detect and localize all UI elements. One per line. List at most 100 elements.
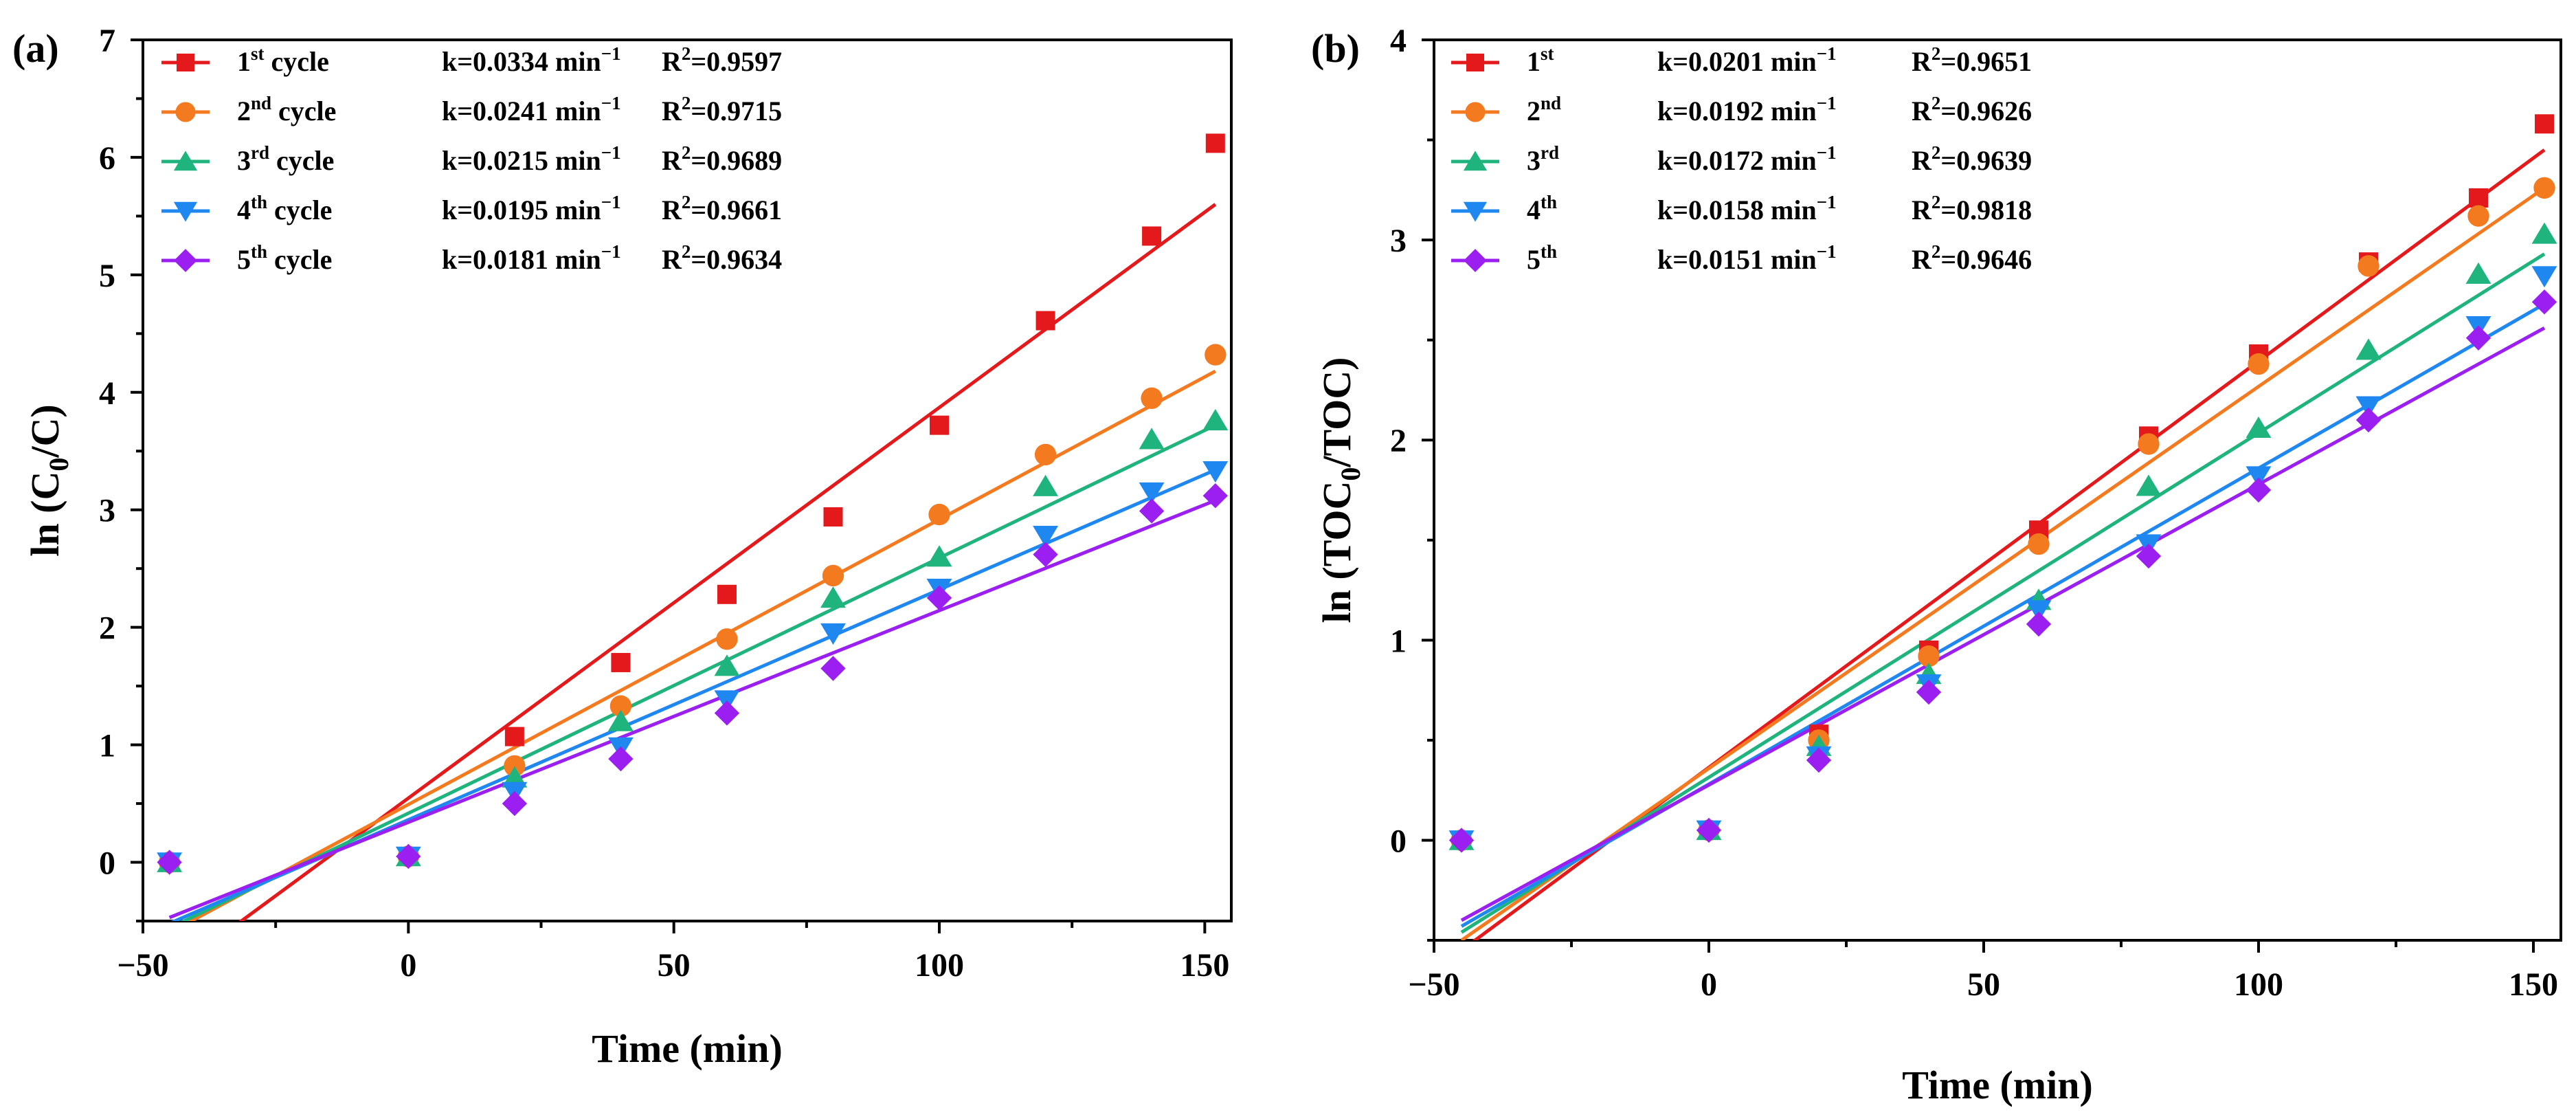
- legend-series-number: 5: [1527, 244, 1541, 275]
- legend-r2-symbol: R: [662, 195, 682, 225]
- legend-r2-symbol: R: [662, 244, 682, 275]
- legend-r-squared: R2=0.9689: [662, 142, 782, 176]
- legend-series-number: 1: [237, 46, 251, 77]
- legend-r2-value: =0.9715: [691, 96, 782, 126]
- legend-r2-symbol: R: [662, 46, 682, 77]
- legend-r2-symbol: R: [1912, 244, 1932, 275]
- legend-entry: 5th k=0.0151 min−1 R2=0.9646: [1451, 241, 2032, 275]
- fit-line-5: [168, 498, 1216, 920]
- legend-entry: 2nd k=0.0192 min−1 R2=0.9626: [1451, 93, 2032, 126]
- legend-r2-exponent: 2: [682, 43, 691, 64]
- legend-series-ordinal: th: [251, 241, 267, 262]
- legend-series-ordinal: st: [1541, 43, 1554, 64]
- legend-k-unit-exponent: −1: [1817, 241, 1837, 262]
- legend-r2-symbol: R: [1912, 46, 1932, 77]
- data-point-5: [2026, 611, 2052, 637]
- data-point-1: [1142, 226, 1162, 246]
- legend-series-name: 1st cycle: [237, 43, 329, 77]
- legend-series-name: 4th cycle: [237, 192, 332, 225]
- legend-rate-constant: k=0.0151 min−1: [1657, 241, 1837, 275]
- y-tick-label: 3: [99, 493, 115, 529]
- legend-series-number: 2: [237, 96, 251, 126]
- data-point-5: [1448, 828, 1475, 853]
- y-axis-title-subscript: 0: [1335, 467, 1366, 481]
- data-point-5: [608, 746, 634, 772]
- legend-series-number: 4: [1527, 195, 1541, 225]
- legend-r2-value: =0.9639: [1940, 145, 2032, 176]
- data-point-5: [1916, 679, 1942, 705]
- legend-r2-exponent: 2: [1931, 43, 1941, 64]
- legend-k-value: k=0.0241 min: [442, 96, 601, 126]
- data-point-5: [1202, 483, 1229, 509]
- data-point-2: [2357, 255, 2379, 277]
- y-tick-label: 1: [1390, 623, 1407, 659]
- x-tick-label: 100: [915, 947, 964, 984]
- legend-series-ordinal: rd: [251, 142, 269, 163]
- legend-rate-constant: k=0.0201 min−1: [1657, 43, 1837, 77]
- legend-k-value: k=0.0201 min: [1657, 46, 1817, 77]
- y-tick-label: 0: [99, 845, 115, 882]
- legend-entry: 4th cycle k=0.0195 min−1 R2=0.9661: [161, 192, 782, 225]
- data-point-4: [2355, 396, 2382, 418]
- fit-line-3: [1460, 252, 2546, 934]
- data-point-1: [504, 727, 524, 746]
- legend-marker: [177, 54, 194, 71]
- legend-r-squared: R2=0.9646: [1912, 241, 2032, 275]
- x-axis-title: Time (min): [592, 1026, 783, 1071]
- x-axis-title: Time (min): [1902, 1063, 2093, 1107]
- legend-k-unit-exponent: −1: [601, 241, 621, 262]
- data-point-2: [822, 564, 844, 587]
- y-axis-title: ln (TOC0/TOC): [1314, 357, 1366, 623]
- legend-r2-exponent: 2: [1931, 192, 1941, 212]
- y-tick-label: 4: [99, 375, 115, 412]
- data-point-4: [2245, 466, 2272, 488]
- legend-marker: [173, 151, 198, 171]
- data-point-2: [716, 628, 738, 650]
- x-tick-label: 50: [658, 947, 691, 984]
- legend-k-value: k=0.0158 min: [1657, 195, 1817, 225]
- legend-r2-symbol: R: [662, 96, 682, 126]
- plot-frame: [142, 38, 1233, 922]
- data-point-4: [2531, 266, 2557, 288]
- data-point-5: [1696, 817, 1722, 843]
- legend-r-squared: R2=0.9639: [1912, 142, 2032, 176]
- legend-r2-symbol: R: [1912, 145, 1932, 176]
- legend-series-name: 3rd cycle: [237, 142, 334, 176]
- data-point-5: [1033, 542, 1058, 567]
- data-point-1: [2469, 188, 2488, 208]
- legend-r2-exponent: 2: [682, 142, 691, 163]
- data-point-2: [2248, 353, 2270, 375]
- x-tick-label: 50: [1967, 966, 2000, 1003]
- legend-series-ordinal: th: [1541, 192, 1557, 212]
- y-tick-label: 4: [1390, 23, 1407, 59]
- legend-r2-value: =0.9651: [1940, 46, 2032, 77]
- legend-rate-constant: k=0.0158 min−1: [1657, 192, 1837, 225]
- legend-series-name: 3rd: [1527, 142, 1559, 176]
- data-point-5: [714, 700, 740, 726]
- data-point-5: [1806, 747, 1832, 773]
- legend-r-squared: R2=0.9597: [662, 43, 782, 77]
- legend-series-suffix: cycle: [271, 96, 336, 126]
- panel-label: (a): [12, 26, 59, 71]
- legend-marker: [1463, 151, 1488, 171]
- legend-rate-constant: k=0.0195 min−1: [442, 192, 621, 225]
- data-point-1: [930, 415, 950, 435]
- y-tick-label: 5: [99, 258, 115, 294]
- data-point-3: [607, 709, 634, 731]
- legend-series-ordinal: th: [251, 192, 267, 212]
- y-axis-title-main: ln (C: [23, 472, 67, 557]
- x-tick-label: 0: [1701, 966, 1717, 1003]
- y-axis-title-tail: /C): [23, 404, 67, 458]
- legend-series-name: 5th: [1527, 241, 1557, 275]
- y-axis-title-tail: /TOC): [1314, 357, 1359, 468]
- legend-r2-value: =0.9689: [691, 145, 782, 176]
- fit-line-5: [1460, 326, 2546, 922]
- legend-k-unit-exponent: −1: [1817, 192, 1837, 212]
- data-point-5: [926, 585, 952, 611]
- data-point-5: [396, 843, 421, 869]
- legend-series-number: 4: [237, 195, 251, 225]
- legend-k-value: k=0.0334 min: [442, 46, 601, 77]
- data-point-5: [2136, 543, 2162, 569]
- data-point-1: [1205, 133, 1225, 153]
